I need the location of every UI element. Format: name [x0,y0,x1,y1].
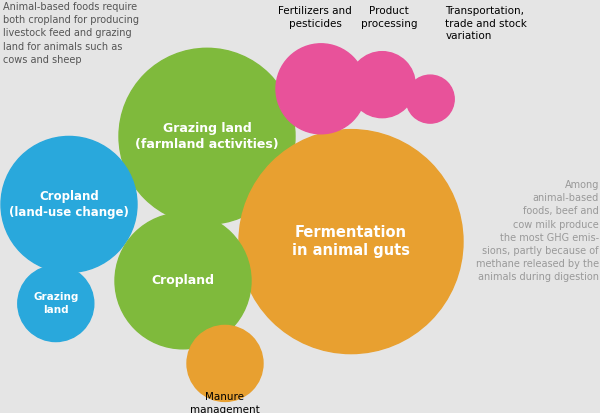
Circle shape [239,130,463,354]
Text: Fertilizers and
pesticides: Fertilizers and pesticides [278,6,352,28]
Circle shape [187,325,263,401]
Circle shape [1,136,137,273]
Circle shape [276,44,366,134]
Circle shape [18,266,94,342]
Text: Transportation,
trade and stock
variation: Transportation, trade and stock variatio… [445,6,527,41]
Text: Among
animal-based
foods, beef and
cow milk produce
the most GHG emis-
sions, pa: Among animal-based foods, beef and cow m… [476,180,599,282]
Text: Grazing
land: Grazing land [33,292,79,315]
Text: Product
processing: Product processing [361,6,417,28]
Circle shape [119,48,295,224]
Circle shape [115,213,251,349]
Text: Manure
management: Manure management [190,392,260,413]
Text: Fermentation
in animal guts: Fermentation in animal guts [292,225,410,259]
Text: Cropland: Cropland [151,274,215,287]
Text: Animal-based foods require
both cropland for producing
livestock feed and grazin: Animal-based foods require both cropland… [3,2,139,65]
Circle shape [406,75,454,123]
Circle shape [349,52,415,118]
Text: Cropland
(land-use change): Cropland (land-use change) [9,190,129,219]
Text: Grazing land
(farmland activities): Grazing land (farmland activities) [135,122,279,151]
